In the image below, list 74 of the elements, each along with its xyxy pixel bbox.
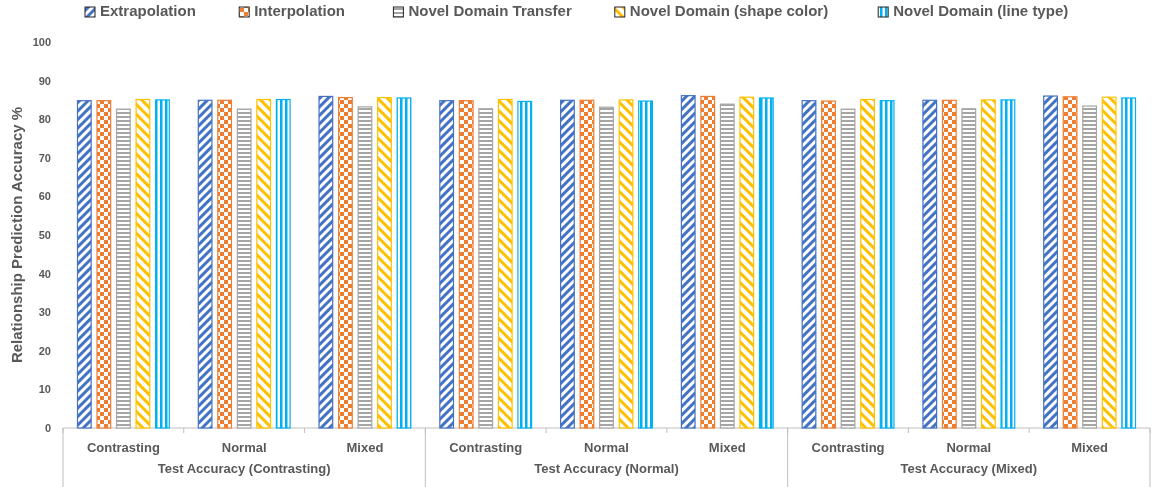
bar [236, 108, 252, 429]
bar [599, 106, 614, 429]
y-tick-label: 20 [38, 344, 51, 357]
bar [860, 98, 876, 429]
bar [96, 100, 112, 429]
bar [478, 108, 494, 429]
y-axis-title: Relationship Prediction Accuracy % [8, 106, 25, 364]
x-tick-label: Contrasting [449, 440, 523, 455]
bar [155, 99, 170, 429]
bar [618, 99, 634, 429]
x-tick-label: Mixed [346, 440, 384, 455]
bar [275, 98, 291, 429]
bar [197, 99, 213, 429]
legend-label: Novel Domain Transfer [408, 2, 572, 19]
y-tick-label: 50 [38, 229, 51, 241]
bar [439, 100, 455, 429]
bar [941, 99, 957, 429]
bar [719, 103, 735, 429]
y-tick-label: 40 [38, 267, 51, 280]
bar [560, 99, 575, 429]
x-tick-label: Normal [584, 440, 629, 455]
bar [76, 100, 92, 429]
bar [700, 95, 716, 429]
bar [115, 108, 131, 429]
bar [579, 99, 595, 429]
text: Test Accuracy (Contrasting) [157, 461, 331, 476]
bar [337, 96, 353, 429]
x-tick-label: Normal [946, 440, 992, 455]
legend-label: Interpolation [254, 2, 346, 19]
legend-label: Novel Domain (shape color) [629, 2, 829, 19]
bar [1121, 97, 1137, 429]
y-tick-label: 100 [32, 36, 51, 48]
bar [357, 106, 373, 429]
bar [739, 96, 755, 429]
bar [840, 108, 856, 429]
x-tick-label: Contrasting [811, 440, 885, 455]
bar [980, 99, 996, 429]
bar [879, 100, 895, 429]
x-tick-label: Mixed [1071, 440, 1109, 455]
legend-label: Extrapolation [100, 2, 196, 19]
legend-label: Novel Domain (line type) [893, 2, 1069, 19]
y-tick-label: 70 [38, 151, 51, 164]
bar [1062, 96, 1078, 429]
y-tick-label: 80 [38, 113, 51, 126]
y-tick-label: 0 [44, 422, 51, 434]
bar [517, 100, 533, 429]
text: Test Accuracy (Normal) [534, 461, 679, 476]
x-tick-label: Mixed [708, 440, 746, 455]
x-tick-label: Normal [221, 440, 267, 455]
bar [396, 97, 412, 429]
bar [758, 97, 774, 429]
bar [801, 100, 817, 429]
bar [821, 100, 836, 429]
y-tick-label: 10 [38, 383, 51, 396]
bar [318, 95, 334, 429]
x-tick-label: Contrasting [86, 440, 160, 455]
y-tick-label: 60 [38, 190, 51, 203]
bar [135, 98, 151, 429]
text: Test Accuracy (Mixed) [900, 461, 1038, 476]
bar [680, 95, 696, 429]
bar [1000, 99, 1016, 429]
y-tick-label: 90 [38, 74, 51, 87]
bar [961, 108, 977, 429]
bar [377, 96, 392, 429]
y-tick-label: 30 [38, 306, 51, 319]
bar [1082, 105, 1098, 429]
bar [1043, 95, 1058, 429]
bar [497, 98, 513, 429]
bar [922, 99, 938, 429]
bar [638, 100, 653, 429]
bar [217, 99, 233, 429]
bar [458, 100, 474, 429]
bar [1101, 96, 1117, 429]
bar [256, 98, 272, 429]
